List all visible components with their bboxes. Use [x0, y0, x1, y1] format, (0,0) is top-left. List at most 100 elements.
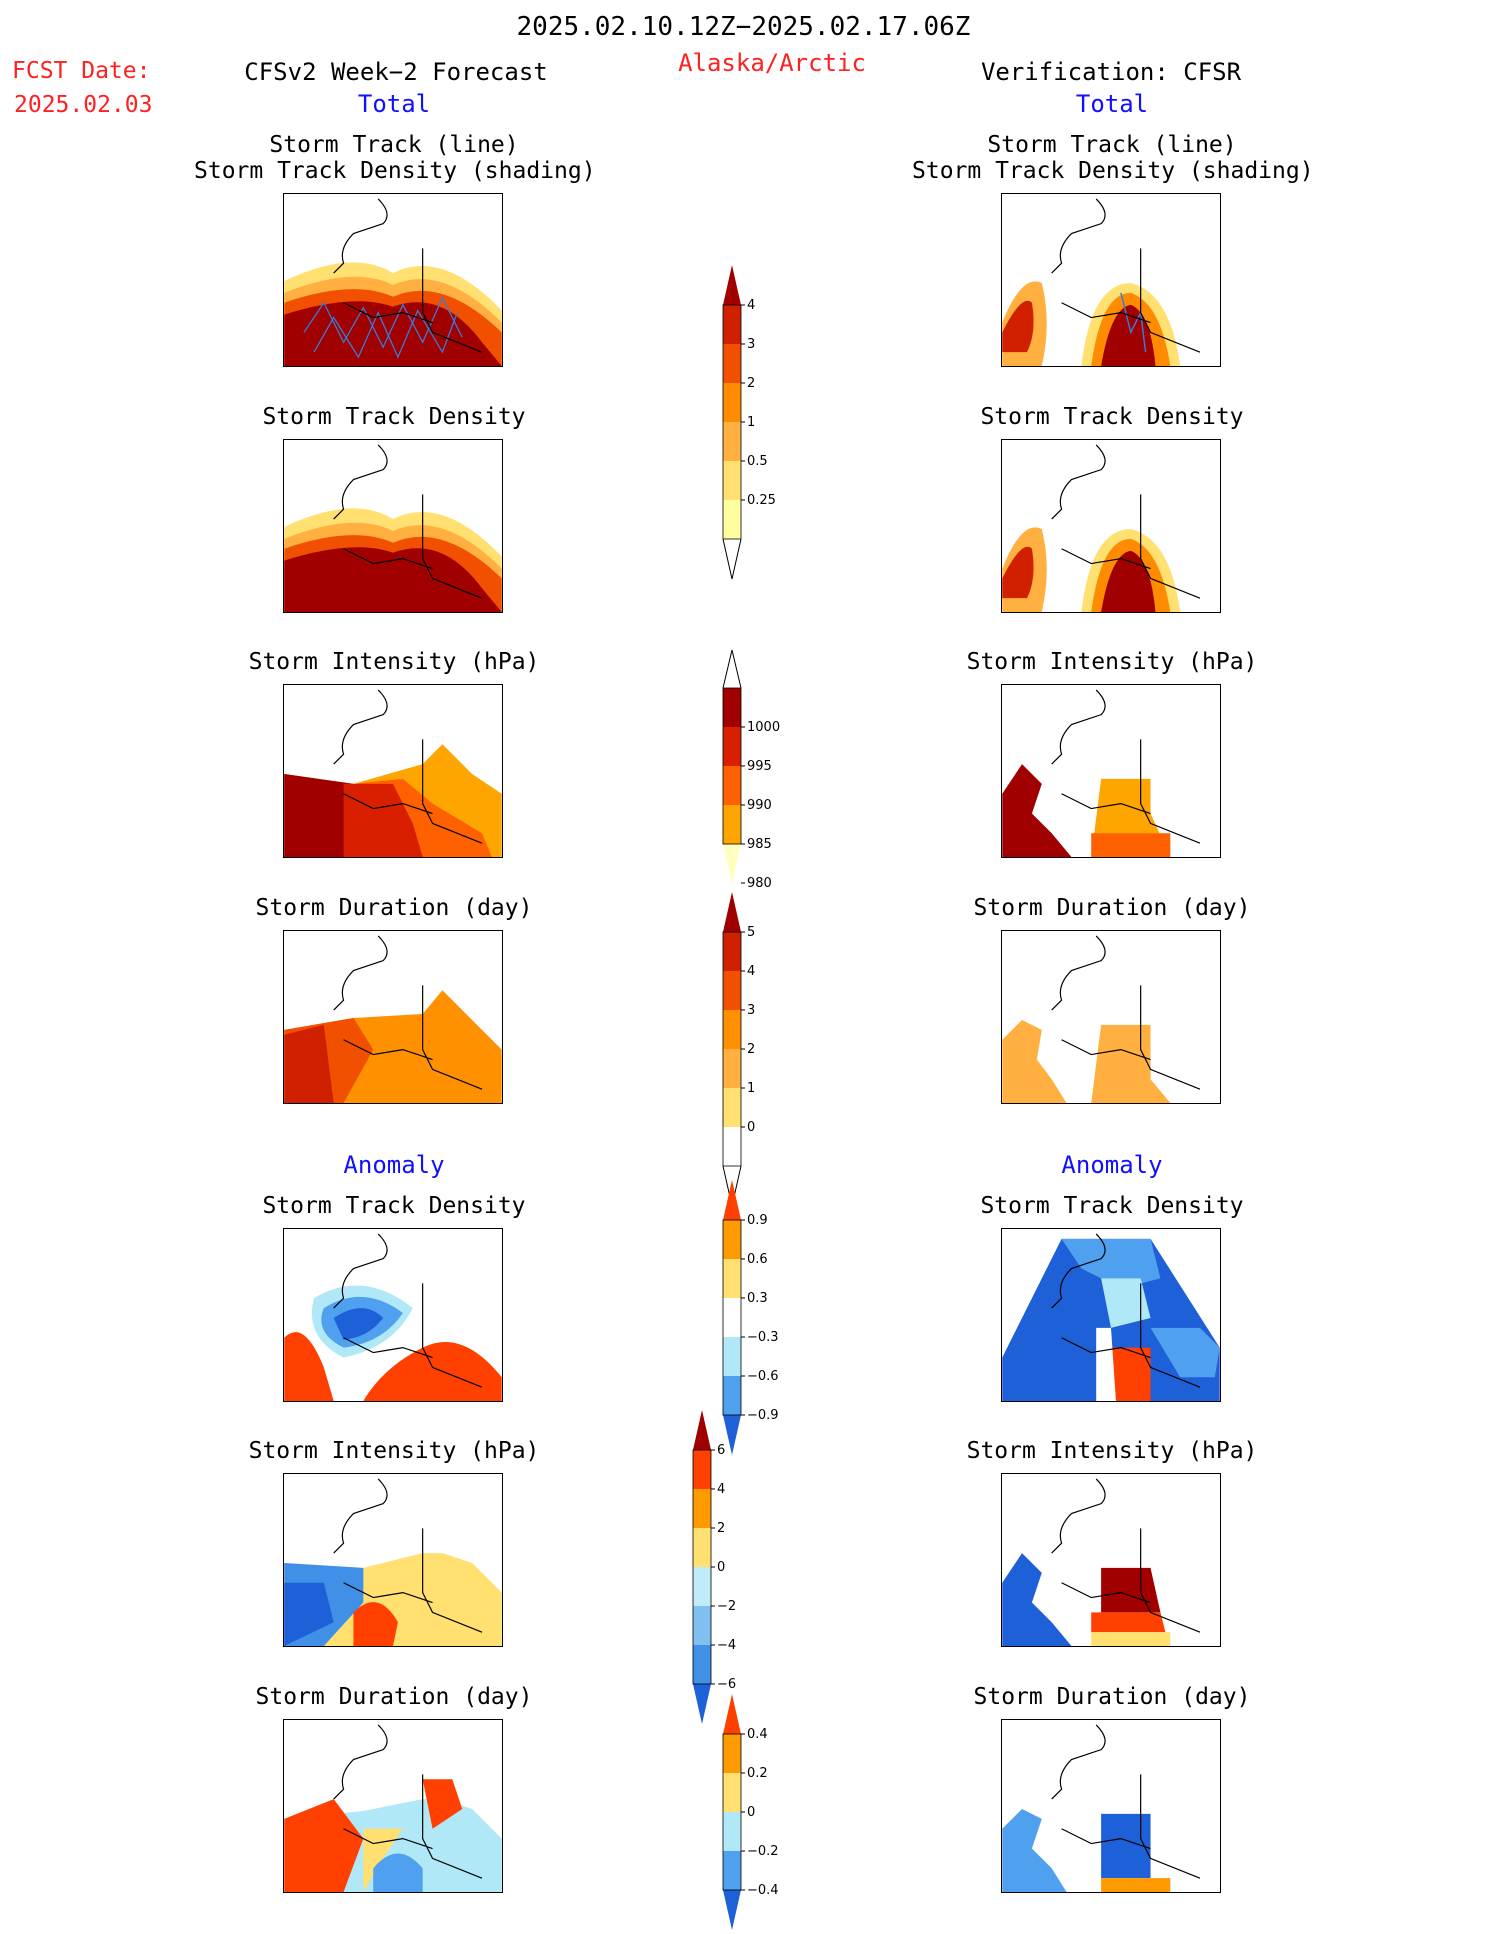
- colorbar-svg: 0.9 0.6 0.3 −0.3 −0.6 −0.9: [722, 1180, 779, 1455]
- colorbar-svg: 6 4 2 0 −2 −4 −6: [692, 1410, 736, 1724]
- colorbar-cell: [723, 1337, 741, 1376]
- colorbar-cell: [723, 500, 741, 539]
- colorbar-label: 5: [747, 925, 755, 940]
- colorbar-arrow-top: [723, 892, 741, 932]
- forecast-title: CFSv2 Week−2 Forecast: [244, 58, 548, 86]
- right-duration-title: Storm Duration (day): [973, 895, 1251, 921]
- colorbar-label: −0.6: [747, 1369, 779, 1384]
- colorbar-cell: [723, 932, 741, 971]
- region-label: Alaska/Arctic: [678, 49, 866, 77]
- left-anom-intensity-title: Storm Intensity (hPa): [248, 1438, 540, 1464]
- colorbar-cell: [723, 1376, 741, 1415]
- map-left-storm-intensity: [283, 684, 503, 858]
- colorbar-open-bottom: [722, 538, 742, 580]
- colorbar-svg: 1000 995 990 985 980: [722, 649, 780, 891]
- colorbar-label: −0.9: [747, 1408, 779, 1423]
- right-anom-intensity-title: Storm Intensity (hPa): [966, 1438, 1258, 1464]
- colorbar-cell: [723, 422, 741, 461]
- colorbar-label: 4: [717, 1482, 725, 1497]
- right-total-label: Total: [1075, 90, 1149, 118]
- colorbar-label: 1000: [747, 720, 780, 735]
- colorbar-density: 4 3 2 1 0.5 0.25: [722, 265, 813, 583]
- colorbar-label: 3: [747, 1003, 755, 1018]
- map-left-anomaly-density: [283, 1228, 503, 1402]
- colorbar-cell: [723, 461, 741, 500]
- fcst-date-label: FCST Date:: [12, 58, 151, 84]
- colorbar-label: −2: [717, 1599, 736, 1614]
- colorbar-cell: [693, 1567, 711, 1606]
- map-right-storm-intensity: [1001, 684, 1221, 858]
- colorbar-label: 0: [717, 1560, 725, 1575]
- right-track-shading-title: Storm Track Density (shading): [912, 158, 1314, 184]
- right-anom-duration-title: Storm Duration (day): [973, 1684, 1251, 1710]
- colorbar-arrow-bottom: [693, 1684, 711, 1724]
- left-anom-density-title: Storm Track Density: [262, 1193, 526, 1219]
- colorbar-arrow-top: [723, 1180, 741, 1220]
- colorbar-label: 990: [747, 798, 772, 813]
- colorbar-label: −0.3: [747, 1330, 779, 1345]
- map-left-anomaly-intensity: [283, 1473, 503, 1647]
- colorbar-cell: [723, 1812, 741, 1851]
- colorbar-svg: 4 3 2 1 0.5 0.25: [722, 265, 776, 580]
- colorbar-label: 985: [747, 837, 772, 852]
- colorbar-label: 0.6: [747, 1252, 768, 1267]
- colorbar-cell: [723, 344, 741, 383]
- colorbar-cell: [723, 971, 741, 1010]
- colorbar-label: 980: [747, 876, 772, 891]
- left-anom-duration-title: Storm Duration (day): [255, 1684, 533, 1710]
- map-right-storm-duration: [1001, 930, 1221, 1104]
- colorbar-label: 0.25: [747, 493, 776, 508]
- colorbar-cell: [693, 1528, 711, 1567]
- map-right-storm-track: [1001, 193, 1221, 367]
- colorbar-label: 1: [747, 415, 755, 430]
- colorbar-label: −4: [717, 1638, 736, 1653]
- colorbar-outline: [722, 1219, 742, 1416]
- colorbar-svg: 0.4 0.2 0 −0.2 −0.4: [722, 1694, 779, 1930]
- colorbar-cell: [723, 1734, 741, 1773]
- colorbar-label: 0.9: [747, 1213, 768, 1228]
- colorbar-cell: [723, 766, 741, 805]
- map-left-storm-track: [283, 193, 503, 367]
- map-left-storm-duration: [283, 930, 503, 1104]
- colorbar-cell: [723, 1127, 741, 1166]
- colorbar-cell: [723, 1773, 741, 1812]
- left-track-line-title: Storm Track (line): [269, 132, 519, 158]
- left-duration-title: Storm Duration (day): [255, 895, 533, 921]
- colorbar-arrow-bottom: [723, 1890, 741, 1930]
- left-intensity-title: Storm Intensity (hPa): [248, 649, 540, 675]
- colorbar-open-top: [722, 649, 742, 689]
- left-anomaly-label: Anomaly: [343, 1151, 445, 1179]
- colorbar-label: 2: [747, 376, 755, 391]
- colorbar-label: −6: [717, 1677, 736, 1692]
- colorbar-label: 6: [717, 1443, 725, 1458]
- colorbar-cell: [723, 1298, 741, 1337]
- colorbar-arrow-top: [723, 265, 741, 305]
- colorbar-arrow-top: [723, 1694, 741, 1734]
- map-right-anomaly-duration: [1001, 1719, 1221, 1893]
- colorbar-cell: [693, 1606, 711, 1645]
- colorbar-cell: [723, 1220, 741, 1259]
- colorbar-svg: 5 4 3 2 1 0: [722, 892, 755, 1207]
- colorbar-cell: [723, 305, 741, 344]
- right-density-title: Storm Track Density: [980, 404, 1244, 430]
- left-track-shading-title: Storm Track Density (shading): [194, 158, 596, 184]
- map-right-anomaly-density: [1001, 1228, 1221, 1402]
- colorbar-label: 1: [747, 1081, 755, 1096]
- colorbar-cell: [723, 1010, 741, 1049]
- colorbar-label: 2: [747, 1042, 755, 1057]
- colorbar-anom-intensity: 6 4 2 0 −2 −4 −6: [692, 1410, 783, 1728]
- colorbar-cell: [723, 383, 741, 422]
- colorbar-label: −0.2: [747, 1844, 779, 1859]
- right-intensity-title: Storm Intensity (hPa): [966, 649, 1258, 675]
- colorbar-label: 995: [747, 759, 772, 774]
- colorbar-cell: [693, 1645, 711, 1684]
- colorbar-label: −0.4: [747, 1883, 779, 1898]
- colorbar-cell: [723, 1049, 741, 1088]
- right-anomaly-label: Anomaly: [1061, 1151, 1163, 1179]
- colorbar-cell: [723, 805, 741, 844]
- date-range-title: 2025.02.10.12Z−2025.02.17.06Z: [516, 12, 971, 42]
- colorbar-cell: [693, 1489, 711, 1528]
- colorbar-arrow-bottom: [723, 844, 741, 884]
- colorbar-label: 0.5: [747, 454, 768, 469]
- map-left-anomaly-duration: [283, 1719, 503, 1893]
